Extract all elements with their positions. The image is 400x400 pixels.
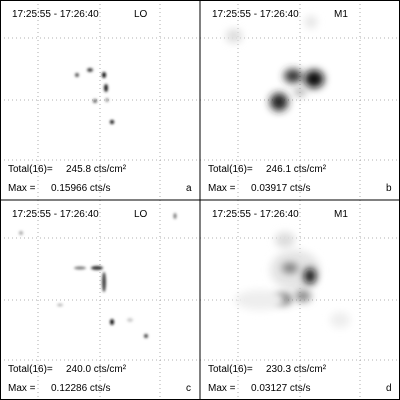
intensity-blob (19, 231, 23, 235)
max-label: Max = (8, 183, 36, 194)
intensity-blob (295, 290, 311, 302)
panel-letter: d (386, 383, 392, 394)
time-range: 17:25:55 - 17:26:40 (212, 209, 299, 220)
total-label: Total(16)= (8, 364, 53, 375)
intensity-blob (102, 272, 106, 292)
panel: 17:25:55 - 17:26:40 M1 Total(16)= 246.1 cts… (208, 9, 392, 194)
panel: 17:25:55 - 17:26:40 M1 Total(16)= 230.3 cts… (208, 209, 392, 394)
intensity-blob (270, 93, 288, 111)
intensity-blob (74, 266, 86, 270)
panel: 17:25:55 - 17:26:40 LO Total(16)= 240.0 cts… (8, 209, 191, 394)
intensity-blob (110, 319, 114, 325)
max-value: 0.12286 cts/s (51, 383, 110, 394)
max-value: 0.03917 cts/s (251, 183, 310, 194)
intensity-blob (144, 334, 148, 338)
instrument: LO (134, 9, 148, 20)
total-value: 240.0 cts/cm² (66, 364, 127, 375)
intensity-blob (87, 68, 93, 72)
instrument: M1 (334, 9, 348, 20)
time-range: 17:25:55 - 17:26:40 (12, 9, 99, 20)
intensity-blob (235, 290, 285, 310)
intensity-blob (305, 16, 317, 28)
intensity-blob (275, 232, 295, 248)
intensity-blob (110, 120, 114, 124)
panel: 17:25:55 - 17:26:40 LO Total(16)= 245.8 cts… (8, 9, 192, 194)
intensity-blob (294, 88, 306, 96)
total-value: 230.3 cts/cm² (266, 364, 327, 375)
intensity-blob (284, 69, 302, 83)
intensity-blob (105, 98, 109, 102)
intensity-blob (75, 73, 79, 77)
image-intensity (19, 16, 350, 338)
total-label: Total(16)= (208, 364, 253, 375)
intensity-blob (330, 312, 350, 328)
intensity-blob (93, 99, 97, 103)
intensity-blob (304, 268, 316, 284)
max-label: Max = (208, 183, 236, 194)
panel-letter: a (186, 183, 192, 194)
instrument: LO (134, 209, 148, 220)
intensity-blob (282, 263, 298, 273)
intensity-blob (102, 72, 106, 78)
intensity-blob (91, 266, 103, 270)
total-value: 245.8 cts/cm² (66, 164, 127, 175)
time-range: 17:25:55 - 17:26:40 (12, 209, 99, 220)
max-value: 0.03127 cts/s (251, 383, 310, 394)
instrument: M1 (334, 209, 348, 220)
total-label: Total(16)= (208, 164, 253, 175)
max-label: Max = (8, 383, 36, 394)
intensity-blob (173, 213, 177, 219)
intensity-blob (104, 84, 108, 92)
total-value: 246.1 cts/cm² (266, 164, 327, 175)
time-range: 17:25:55 - 17:26:40 (212, 9, 299, 20)
total-label: Total(16)= (8, 164, 53, 175)
max-value: 0.15966 cts/s (51, 183, 110, 194)
intensity-blob (304, 70, 324, 88)
panel-letter: b (386, 183, 392, 194)
intensity-blob (226, 29, 242, 43)
max-label: Max = (208, 383, 236, 394)
intensity-blob (127, 318, 133, 322)
panel-letter: c (186, 383, 191, 394)
intensity-blob (57, 303, 63, 307)
